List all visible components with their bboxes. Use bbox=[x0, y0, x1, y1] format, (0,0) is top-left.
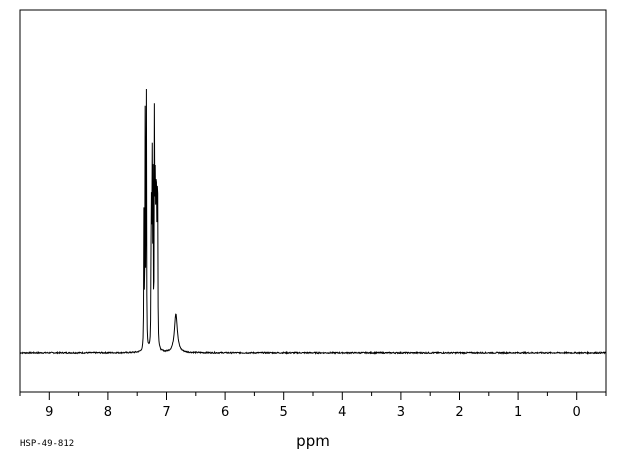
x-axis-title: ppm bbox=[296, 432, 330, 450]
spectrum-code-label: HSP-49-812 bbox=[20, 439, 74, 449]
x-axis-ticks bbox=[19, 392, 607, 400]
x-tick-label: 1 bbox=[514, 405, 522, 420]
x-tick-label: 0 bbox=[573, 405, 581, 420]
x-tick-label: 5 bbox=[280, 405, 288, 420]
x-tick-label: 7 bbox=[162, 405, 170, 420]
spectrum-trace bbox=[19, 88, 607, 355]
x-tick-label: 2 bbox=[455, 405, 463, 420]
x-tick-label: 8 bbox=[104, 405, 112, 420]
x-tick-label: 4 bbox=[338, 405, 346, 420]
x-axis-tick-labels: 9 8 7 6 5 4 3 2 1 0 bbox=[45, 405, 581, 420]
x-tick-label: 9 bbox=[45, 405, 53, 420]
plot-frame bbox=[19, 9, 607, 393]
x-tick-label: 3 bbox=[397, 405, 405, 420]
x-tick-label: 6 bbox=[221, 405, 229, 420]
